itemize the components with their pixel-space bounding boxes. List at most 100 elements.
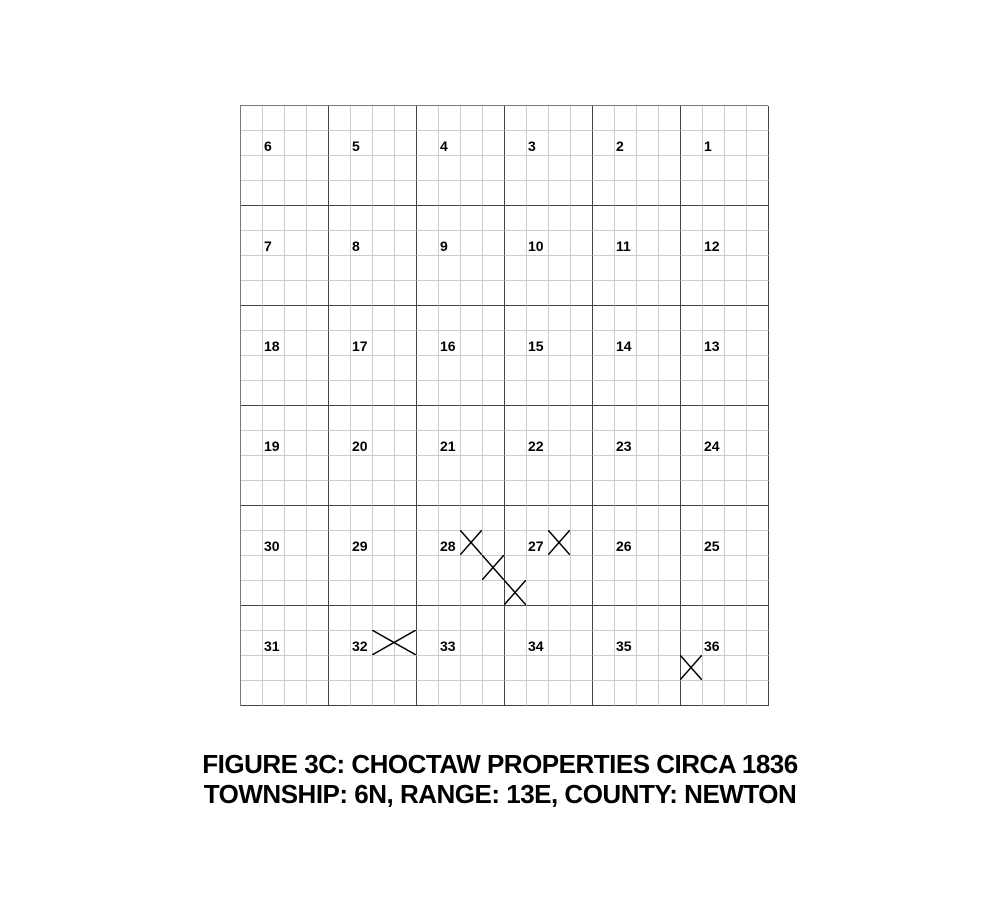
- grid-cell: [395, 206, 417, 231]
- grid-cell: [483, 656, 505, 681]
- section-label: 26: [616, 538, 632, 554]
- grid-cell: [241, 581, 263, 606]
- section-label: 4: [440, 138, 448, 154]
- grid-cell: [637, 606, 659, 631]
- grid-cell: [285, 106, 307, 131]
- section-label: 7: [264, 238, 272, 254]
- section-label: 15: [528, 338, 544, 354]
- grid-cell: [417, 406, 439, 431]
- grid-cell: [725, 306, 747, 331]
- grid-cell: [571, 206, 593, 231]
- grid-cell: [417, 206, 439, 231]
- grid-cell: [615, 281, 637, 306]
- grid-cell: [461, 431, 483, 456]
- grid-cell: [571, 231, 593, 256]
- grid-cell: [747, 256, 769, 281]
- grid-cell: [681, 681, 703, 706]
- grid-cell: [615, 381, 637, 406]
- grid-cell: [439, 181, 461, 206]
- grid-cell: [307, 481, 329, 506]
- grid-cell: [395, 556, 417, 581]
- grid-cell: [571, 131, 593, 156]
- grid-cell: [659, 631, 681, 656]
- grid-cell: [417, 556, 439, 581]
- grid-cell: [725, 406, 747, 431]
- grid-cell: [417, 331, 439, 356]
- grid-cell: [373, 181, 395, 206]
- grid-cell: [549, 506, 571, 531]
- grid-cell: [351, 606, 373, 631]
- section-label: 14: [616, 338, 632, 354]
- section-label: 36: [704, 638, 720, 654]
- grid-cell: [439, 381, 461, 406]
- grid-cell: [373, 606, 395, 631]
- grid-cell: [527, 606, 549, 631]
- grid-cell: [395, 106, 417, 131]
- grid-cell: [439, 506, 461, 531]
- grid-cell: [373, 106, 395, 131]
- grid-cell: [483, 406, 505, 431]
- grid-cell: [637, 306, 659, 331]
- grid-cell: [615, 556, 637, 581]
- grid-cell: [527, 356, 549, 381]
- grid-cell: [285, 556, 307, 581]
- grid-cell: [285, 581, 307, 606]
- grid-cell: [329, 531, 351, 556]
- grid-cell: [483, 231, 505, 256]
- grid-cell: [725, 431, 747, 456]
- grid-cell: [549, 381, 571, 406]
- grid-cell: [747, 506, 769, 531]
- grid-cell: [285, 231, 307, 256]
- grid-cell: [681, 181, 703, 206]
- grid-cell: [637, 356, 659, 381]
- grid-cell: [461, 381, 483, 406]
- grid-cell: [505, 156, 527, 181]
- grid-cell: [549, 456, 571, 481]
- grid-cell: [329, 206, 351, 231]
- grid-cell: [615, 681, 637, 706]
- grid-cell: [395, 456, 417, 481]
- grid-cell: [241, 356, 263, 381]
- grid-cell: [681, 331, 703, 356]
- grid-cell: [747, 356, 769, 381]
- grid-cell: [549, 131, 571, 156]
- grid-cell: [483, 106, 505, 131]
- grid-cell: [747, 331, 769, 356]
- grid-cell: [395, 481, 417, 506]
- section-label: 5: [352, 138, 360, 154]
- grid-cell: [241, 306, 263, 331]
- grid-cell: [681, 531, 703, 556]
- grid-cell: [461, 206, 483, 231]
- grid-cell: [637, 481, 659, 506]
- grid-cell: [285, 281, 307, 306]
- grid-cell: [703, 381, 725, 406]
- grid-cell: [549, 531, 571, 556]
- grid-cell: [681, 581, 703, 606]
- grid-cell: [571, 556, 593, 581]
- grid-cell: [373, 356, 395, 381]
- grid-cell: [637, 656, 659, 681]
- grid-cell: [329, 406, 351, 431]
- grid-cell: [285, 681, 307, 706]
- grid-cell: [241, 606, 263, 631]
- grid-cell: [527, 106, 549, 131]
- grid-cell: [571, 381, 593, 406]
- grid-cell: [329, 356, 351, 381]
- grid-cell: [747, 156, 769, 181]
- grid-cell: [505, 331, 527, 356]
- grid-cell: [725, 481, 747, 506]
- grid-cell: [373, 456, 395, 481]
- grid-cell: [483, 156, 505, 181]
- grid-cell: [307, 606, 329, 631]
- grid-cell: [703, 506, 725, 531]
- grid-cell: [703, 406, 725, 431]
- grid-cell: [659, 206, 681, 231]
- grid-cell: [615, 306, 637, 331]
- grid-cell: [549, 356, 571, 381]
- grid-cell: [681, 431, 703, 456]
- grid-cell: [395, 281, 417, 306]
- grid-cell: [241, 481, 263, 506]
- grid-cell: [417, 281, 439, 306]
- grid-cell: [659, 681, 681, 706]
- grid-cell: [395, 631, 417, 656]
